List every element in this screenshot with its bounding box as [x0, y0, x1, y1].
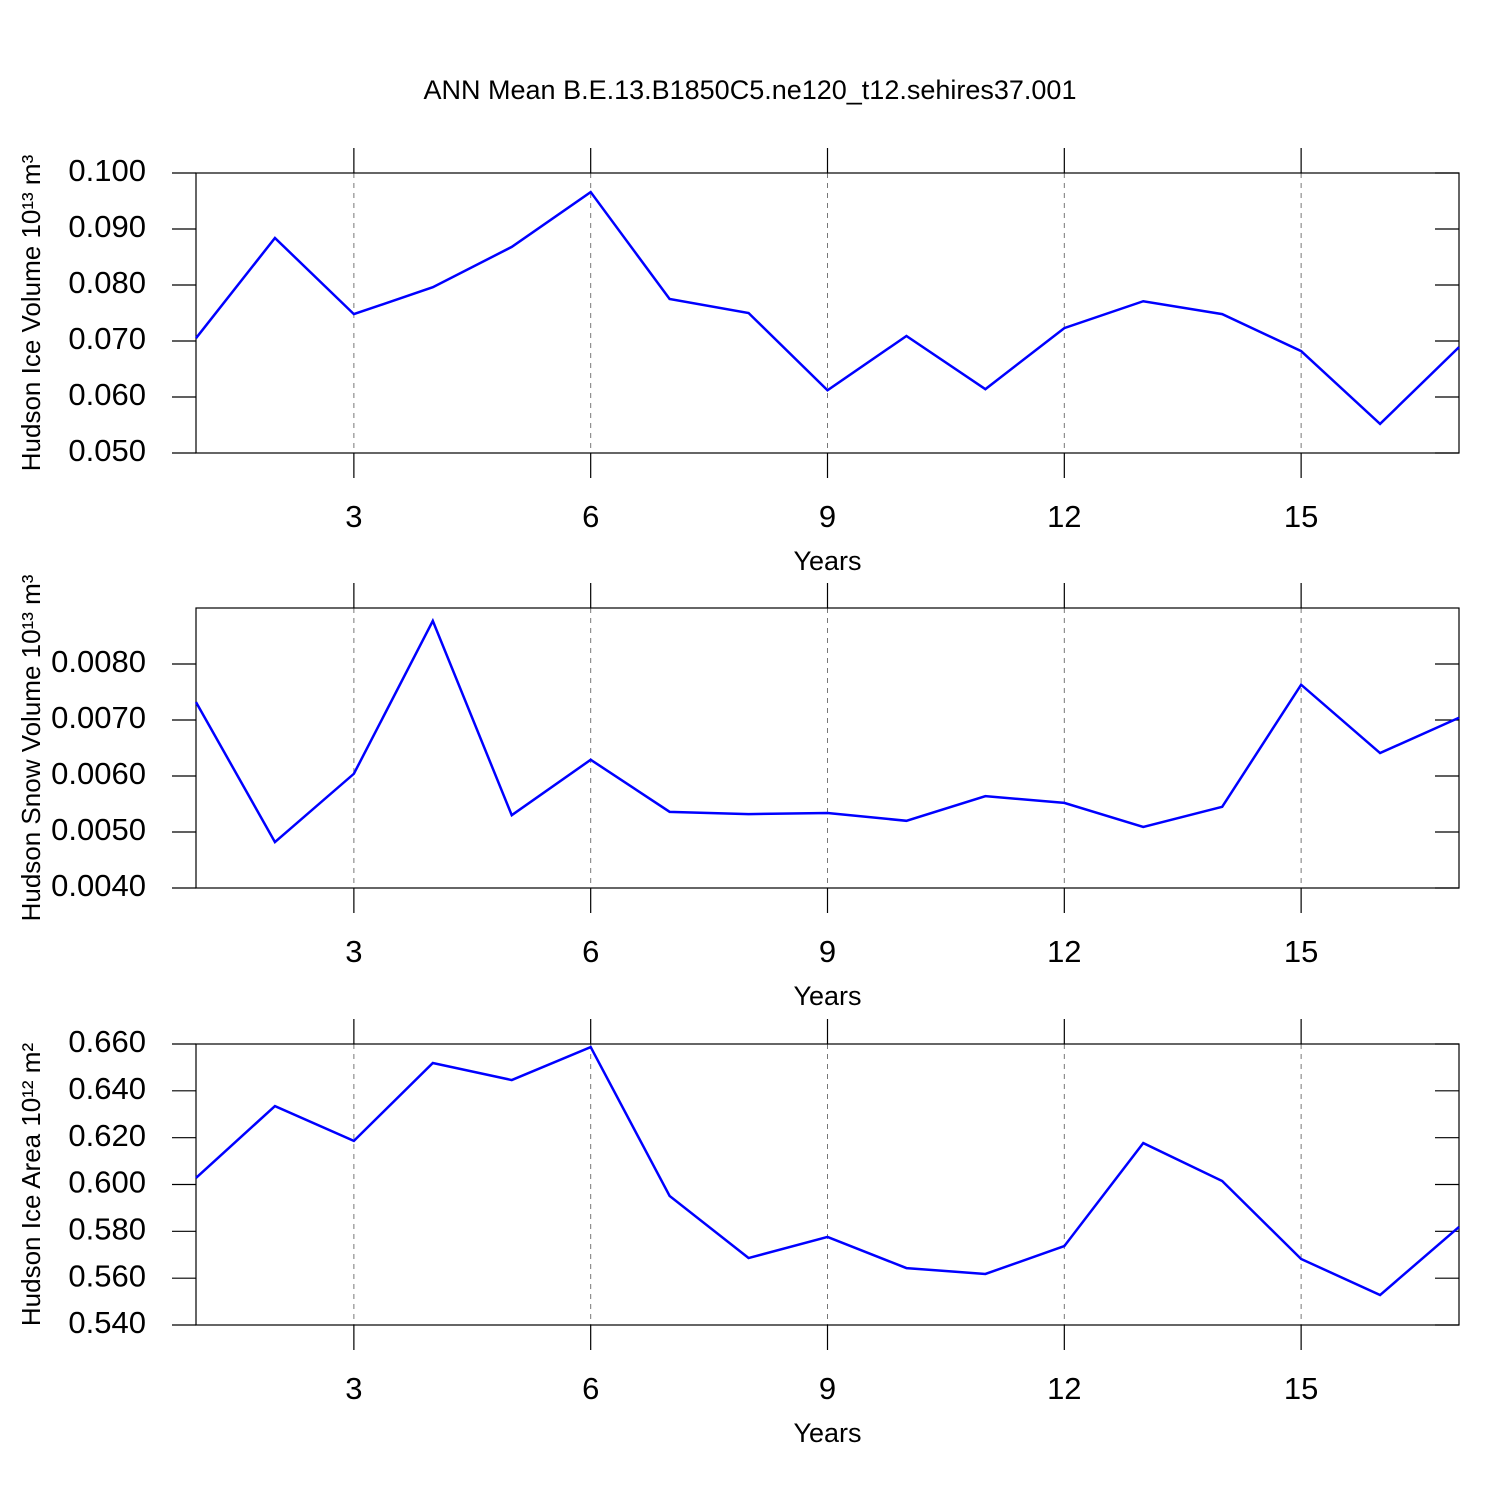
x-axis-title: Years	[793, 546, 861, 576]
y-tick-label: 0.580	[68, 1212, 146, 1247]
x-tick-label: 6	[582, 1371, 599, 1406]
y-tick-label: 0.0060	[51, 756, 146, 791]
x-tick-label: 9	[819, 499, 836, 534]
x-tick-label: 9	[819, 934, 836, 969]
y-tick-label: 0.0040	[51, 868, 146, 903]
y-axis-title: Hudson Ice Area 10¹² m²	[16, 1043, 46, 1327]
y-tick-label: 0.600	[68, 1165, 146, 1200]
y-tick-label: 0.100	[68, 153, 146, 188]
x-tick-label: 3	[345, 1371, 362, 1406]
chart-title: ANN Mean B.E.13.B1850C5.ne120_t12.sehire…	[424, 75, 1077, 105]
y-tick-label: 0.540	[68, 1305, 146, 1340]
x-tick-label: 12	[1047, 1371, 1081, 1406]
plot-frame	[195, 1043, 1460, 1326]
data-line	[195, 190, 1460, 426]
y-tick-label: 0.0070	[51, 700, 146, 735]
x-tick-label: 12	[1047, 934, 1081, 969]
x-tick-label: 3	[345, 934, 362, 969]
x-tick-label: 12	[1047, 499, 1081, 534]
x-tick-label: 3	[345, 499, 362, 534]
y-tick-label: 0.050	[68, 433, 146, 468]
y-tick-label: 0.090	[68, 209, 146, 244]
y-tick-label: 0.060	[68, 377, 146, 412]
x-tick-label: 6	[582, 499, 599, 534]
y-tick-label: 0.620	[68, 1118, 146, 1153]
y-tick-label: 0.070	[68, 321, 146, 356]
x-axis-title: Years	[793, 1418, 861, 1448]
x-axis-title: Years	[793, 981, 861, 1011]
plot-frame	[195, 172, 1460, 454]
y-tick-label: 0.640	[68, 1071, 146, 1106]
x-tick-label: 15	[1284, 1371, 1318, 1406]
y-tick-label: 0.560	[68, 1258, 146, 1293]
y-tick-label: 0.660	[68, 1024, 146, 1059]
data-line	[194, 617, 1460, 845]
x-tick-label: 9	[819, 1371, 836, 1406]
x-tick-label: 6	[582, 934, 599, 969]
y-axis-title: Hudson Snow Volume 10¹³ m³	[16, 574, 46, 921]
data-line	[195, 1045, 1460, 1297]
y-tick-label: 0.0080	[51, 644, 146, 679]
x-tick-label: 15	[1284, 934, 1318, 969]
y-axis-title: Hudson Ice Volume 10¹³ m³	[16, 154, 46, 471]
y-tick-label: 0.080	[68, 265, 146, 300]
plot-frame	[195, 607, 1460, 889]
x-tick-label: 15	[1284, 499, 1318, 534]
y-tick-label: 0.0050	[51, 812, 146, 847]
